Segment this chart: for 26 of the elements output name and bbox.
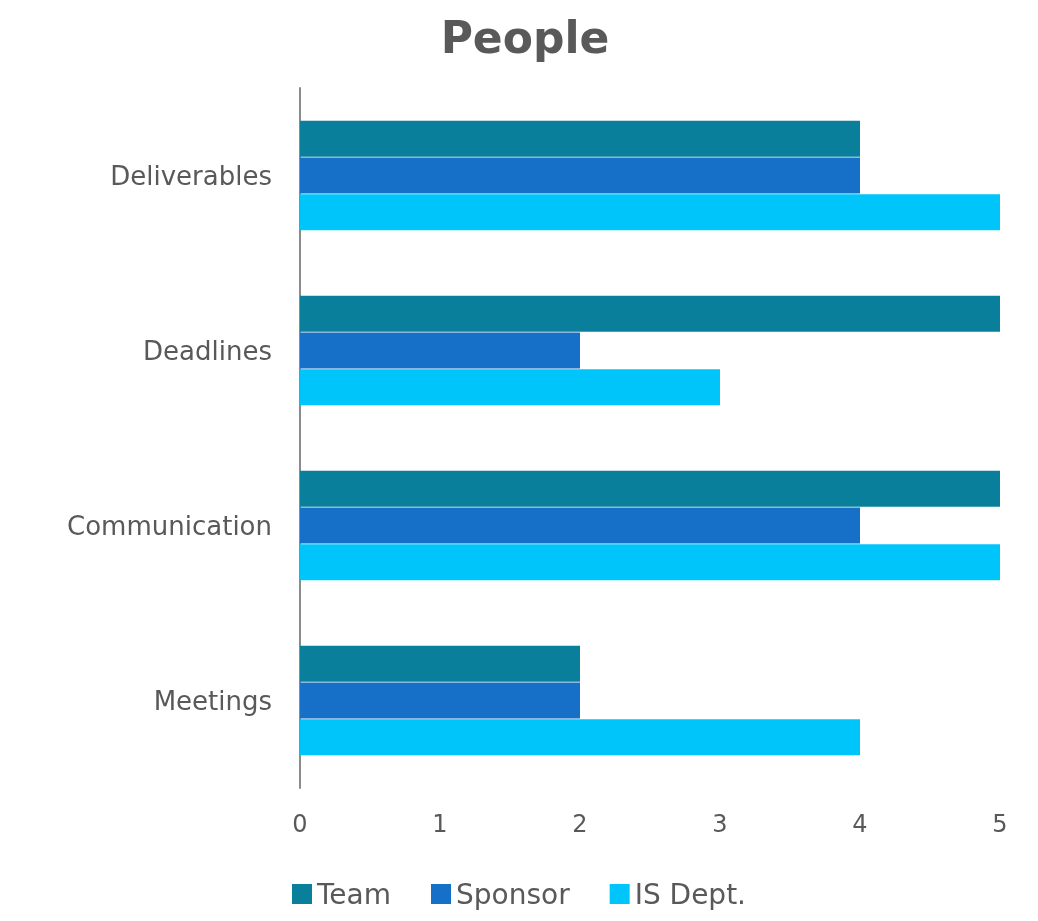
- legend-label: Sponsor: [455, 877, 571, 911]
- x-tick-label: 0: [292, 810, 308, 838]
- bar: [300, 295, 1000, 332]
- x-tick-label: 2: [572, 810, 588, 838]
- bar: [300, 194, 1000, 231]
- bar: [300, 157, 860, 194]
- x-tick-label: 1: [432, 810, 448, 838]
- bar: [300, 507, 860, 544]
- y-tick-label: Deadlines: [143, 335, 272, 366]
- y-tick-label: Deliverables: [110, 160, 272, 191]
- legend-label: IS Dept.: [634, 877, 747, 911]
- x-tick-label: 3: [712, 810, 728, 838]
- x-tick-label: 5: [992, 810, 1008, 838]
- bar: [300, 369, 720, 406]
- bar: [300, 470, 1000, 507]
- y-tick-label: Meetings: [153, 685, 272, 716]
- bar: [300, 332, 580, 369]
- bar: [300, 544, 1000, 581]
- bar: [300, 645, 580, 682]
- bar: [300, 682, 580, 719]
- bar: [300, 719, 860, 756]
- legend-label: Team: [315, 877, 391, 911]
- chart-title: People: [440, 11, 610, 63]
- x-tick-label: 4: [852, 810, 868, 838]
- bar: [300, 120, 860, 157]
- y-tick-label: Communication: [67, 510, 272, 541]
